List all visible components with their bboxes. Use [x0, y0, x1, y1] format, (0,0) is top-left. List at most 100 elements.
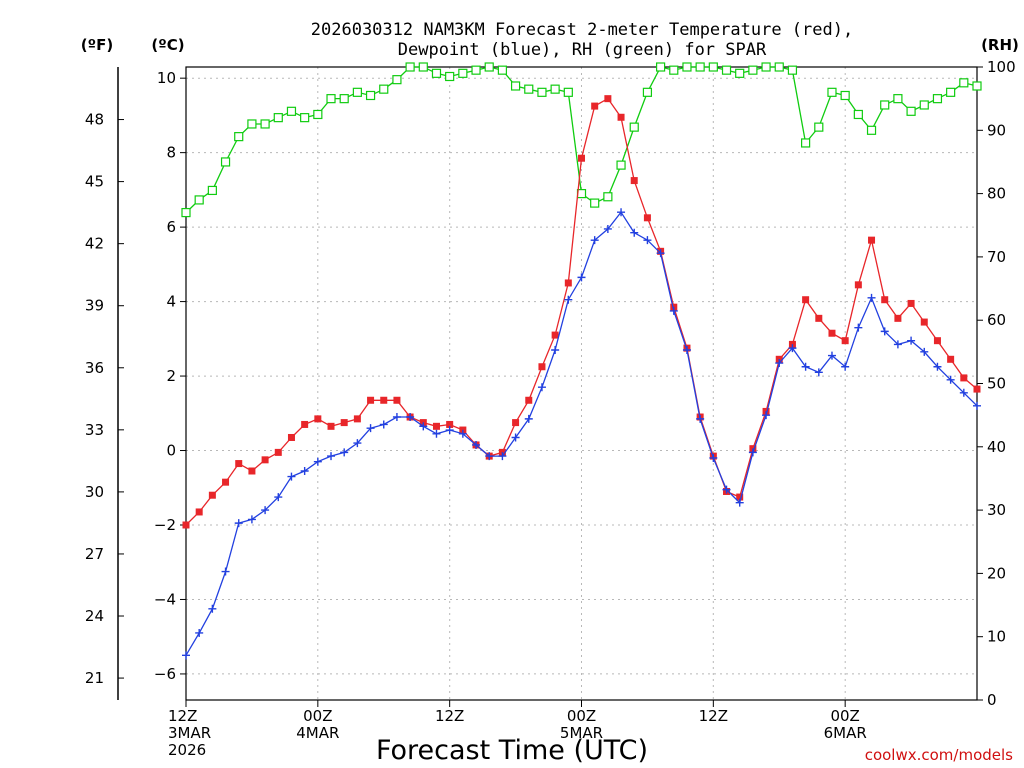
rh-axis: 0 10 20 30 40 50 60 70 80 90 100	[977, 58, 1016, 709]
rh-point	[616, 160, 626, 170]
rh-point	[273, 113, 283, 123]
dewpoint-point	[748, 448, 757, 457]
temperature-point	[578, 154, 585, 162]
dewpoint-point	[827, 351, 836, 360]
rh-point	[946, 87, 956, 97]
dewpoint-point	[511, 433, 520, 442]
temperature-point	[920, 318, 928, 326]
fahrenheit-tick-label: 36	[85, 359, 104, 377]
dewpoint-point	[485, 452, 494, 461]
dewpoint-point	[445, 426, 454, 435]
rh-point	[286, 106, 297, 116]
dewpoint-point	[775, 359, 784, 368]
dewpoint-point	[933, 362, 942, 371]
rh-point	[471, 65, 481, 75]
time-tick-label: 00Z	[303, 707, 332, 725]
celsius-tick-label: −4	[154, 590, 176, 608]
temperature-point	[287, 433, 295, 441]
rh-point	[563, 87, 573, 97]
rh-point	[550, 84, 560, 94]
temperature-point	[894, 314, 902, 322]
dewpoint-point	[801, 362, 810, 371]
credit-label: coolwx.com/models	[865, 746, 1013, 764]
rh-tick-label: 0	[987, 691, 997, 709]
rh-point	[247, 119, 257, 129]
dewpoint-point	[221, 567, 230, 576]
temperature-point	[854, 281, 862, 289]
temperature-point	[432, 422, 440, 430]
dewpoint-point	[432, 429, 441, 438]
dewpoint-point	[406, 413, 415, 422]
fahrenheit-tick-label: 27	[85, 545, 104, 563]
temperature-point	[327, 422, 335, 430]
dewpoint-point	[617, 208, 626, 217]
rh-point	[445, 71, 455, 82]
dewpoint-point	[735, 498, 744, 507]
rh-point	[326, 94, 336, 104]
time-tick-label: 3MAR	[168, 724, 211, 742]
temperature-point	[907, 299, 915, 307]
time-tick-label: 12Z	[168, 707, 197, 725]
dewpoint-point	[234, 519, 243, 528]
dewpoint-point	[841, 362, 850, 371]
dewpoint-point	[762, 411, 771, 420]
rh-point	[392, 75, 402, 85]
temperature-point	[261, 456, 269, 464]
temperature-point	[195, 508, 203, 516]
rh-point	[194, 195, 204, 205]
rh-point	[524, 84, 534, 94]
rh-point	[431, 68, 442, 78]
dewpoint-point	[392, 413, 401, 422]
rh-point	[959, 78, 969, 88]
rh-point	[181, 207, 191, 218]
fahrenheit-tick-label: 21	[85, 669, 104, 687]
rh-tick-label: 100	[987, 58, 1016, 76]
temperature-point	[182, 521, 190, 529]
dewpoint-point	[366, 424, 375, 433]
dewpoint-point	[419, 422, 428, 431]
rh-point	[484, 62, 494, 72]
dewpoint-point	[656, 249, 665, 258]
temperature-point	[314, 415, 322, 423]
temperature-point	[736, 493, 744, 501]
rh-tick-label: 80	[987, 185, 1006, 203]
dewpoint-point	[973, 401, 981, 410]
dewpoint-point	[182, 651, 190, 660]
fahrenheit-tick-label: 30	[85, 483, 104, 501]
temperature-point	[881, 296, 889, 304]
time-tick-label: 6MAR	[824, 724, 867, 742]
dewpoint-point	[327, 452, 336, 461]
rh-point	[339, 94, 349, 104]
rh-unit-label: (RH)	[981, 36, 1019, 54]
dewpoint-point	[195, 628, 204, 637]
temperature-point	[538, 363, 546, 371]
fahrenheit-tick-label: 48	[85, 111, 104, 129]
rh-point	[234, 132, 244, 142]
temperature-point	[551, 331, 559, 339]
rh-point	[787, 65, 798, 75]
rh-point	[972, 81, 982, 91]
dewpoint-point	[880, 327, 889, 336]
celsius-tick-label: 0	[166, 442, 176, 460]
rh-point	[603, 192, 613, 202]
series-layer	[181, 62, 982, 660]
series-open-square	[181, 62, 982, 218]
fahrenheit-axis: 21 24 27 30 33 36 39 42 45 48	[85, 111, 124, 687]
rh-point	[695, 62, 705, 72]
rh-point	[840, 90, 850, 101]
rh-point	[418, 62, 428, 72]
dewpoint-point	[498, 452, 507, 461]
dewpoint-point	[893, 340, 902, 349]
rh-point	[761, 62, 771, 72]
dewpoint-point	[379, 420, 388, 429]
temperature-point	[353, 415, 361, 423]
dewpoint-point	[814, 368, 823, 377]
rh-tick-label: 40	[987, 438, 1006, 456]
rh-point	[207, 185, 217, 196]
dewpoint-point	[709, 453, 718, 462]
temperature-point	[815, 314, 823, 322]
temperature-point	[274, 448, 282, 456]
temperature-point	[802, 296, 810, 304]
celsius-tick-label: −2	[154, 516, 176, 534]
